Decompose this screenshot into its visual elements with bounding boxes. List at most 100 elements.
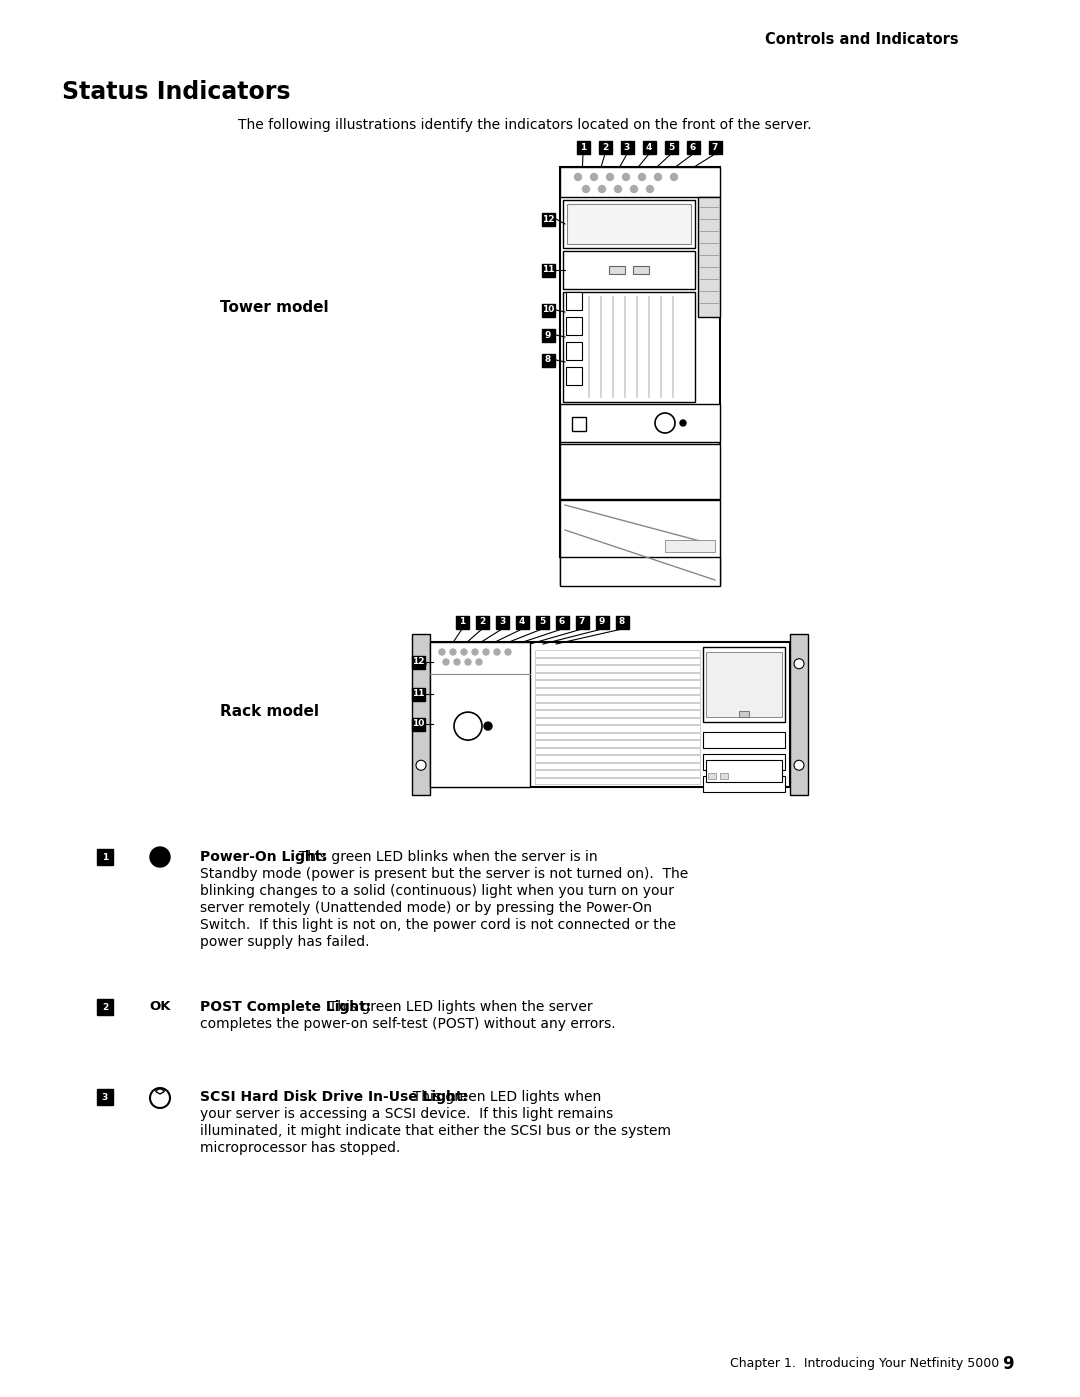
Bar bbox=[563, 200, 696, 249]
Circle shape bbox=[465, 659, 471, 665]
Text: 6: 6 bbox=[690, 142, 697, 151]
Text: illuminated, it might indicate that either the SCSI bus or the system: illuminated, it might indicate that eith… bbox=[200, 1125, 671, 1139]
Circle shape bbox=[654, 173, 661, 180]
Bar bbox=[541, 303, 554, 317]
Bar bbox=[566, 292, 582, 310]
Bar bbox=[708, 141, 721, 154]
Bar bbox=[541, 212, 554, 225]
Bar bbox=[535, 740, 700, 746]
Bar bbox=[561, 168, 720, 557]
Bar bbox=[541, 353, 554, 366]
Text: 8: 8 bbox=[545, 355, 551, 365]
Text: 10: 10 bbox=[411, 719, 424, 728]
Bar bbox=[566, 367, 582, 386]
Circle shape bbox=[794, 760, 804, 770]
Bar bbox=[430, 643, 789, 787]
Bar bbox=[555, 616, 568, 629]
Circle shape bbox=[472, 650, 478, 655]
Bar bbox=[475, 616, 488, 629]
Bar bbox=[535, 763, 700, 768]
Wedge shape bbox=[156, 1090, 164, 1094]
Text: Switch.  If this light is not on, the power cord is not connected or the: Switch. If this light is not on, the pow… bbox=[200, 918, 676, 932]
Bar bbox=[698, 197, 720, 317]
Bar bbox=[536, 616, 549, 629]
Bar bbox=[706, 652, 782, 717]
Text: This green LED lights when: This green LED lights when bbox=[404, 1090, 602, 1104]
Text: Chapter 1.  Introducing Your Netfinity 5000: Chapter 1. Introducing Your Netfinity 50… bbox=[730, 1358, 999, 1370]
Text: 8: 8 bbox=[619, 617, 625, 626]
Bar bbox=[535, 665, 700, 672]
Bar bbox=[535, 770, 700, 777]
Bar bbox=[563, 251, 696, 289]
Text: Tower model: Tower model bbox=[220, 299, 328, 314]
Text: This green LED blinks when the server is in: This green LED blinks when the server is… bbox=[291, 849, 597, 863]
Bar bbox=[430, 643, 530, 787]
Text: Controls and Indicators: Controls and Indicators bbox=[766, 32, 959, 46]
Bar bbox=[687, 141, 700, 154]
Circle shape bbox=[476, 659, 482, 665]
Circle shape bbox=[575, 173, 581, 180]
Text: Power-On Light:: Power-On Light: bbox=[200, 849, 327, 863]
Circle shape bbox=[461, 650, 467, 655]
Text: 10: 10 bbox=[542, 306, 554, 314]
Bar bbox=[563, 292, 696, 402]
Circle shape bbox=[484, 722, 492, 731]
Text: power supply has failed.: power supply has failed. bbox=[200, 935, 369, 949]
Circle shape bbox=[631, 186, 637, 193]
Text: Status Indicators: Status Indicators bbox=[62, 80, 291, 103]
Bar bbox=[535, 703, 700, 710]
Text: 6: 6 bbox=[558, 617, 565, 626]
Text: 5: 5 bbox=[539, 617, 545, 626]
Circle shape bbox=[794, 659, 804, 669]
Text: 12: 12 bbox=[542, 215, 554, 224]
Text: 1: 1 bbox=[459, 617, 465, 626]
Circle shape bbox=[582, 186, 590, 193]
Text: your server is accessing a SCSI device.  If this light remains: your server is accessing a SCSI device. … bbox=[200, 1106, 613, 1120]
Circle shape bbox=[591, 173, 597, 180]
Text: SCSI Hard Disk Drive In-Use Light:: SCSI Hard Disk Drive In-Use Light: bbox=[200, 1090, 468, 1104]
Bar bbox=[535, 687, 700, 694]
Bar bbox=[561, 444, 720, 499]
Bar bbox=[703, 732, 785, 747]
Text: The following illustrations identify the indicators located on the front of the : The following illustrations identify the… bbox=[238, 117, 812, 131]
Circle shape bbox=[150, 847, 170, 868]
Bar bbox=[703, 775, 785, 792]
Bar bbox=[561, 404, 720, 441]
Circle shape bbox=[454, 659, 460, 665]
Circle shape bbox=[494, 650, 500, 655]
Text: 11: 11 bbox=[411, 690, 424, 698]
Text: microprocessor has stopped.: microprocessor has stopped. bbox=[200, 1141, 401, 1155]
Text: 3: 3 bbox=[102, 1092, 108, 1101]
Bar bbox=[720, 773, 728, 780]
Circle shape bbox=[150, 1088, 170, 1108]
Bar bbox=[595, 616, 608, 629]
Bar bbox=[621, 141, 634, 154]
Bar bbox=[535, 754, 700, 761]
Text: Rack model: Rack model bbox=[220, 704, 319, 719]
Text: POST Complete Light:: POST Complete Light: bbox=[200, 1000, 372, 1014]
Bar bbox=[703, 754, 785, 770]
Bar bbox=[456, 616, 469, 629]
Text: 2: 2 bbox=[102, 1003, 108, 1011]
Circle shape bbox=[622, 173, 630, 180]
Bar bbox=[411, 655, 424, 669]
Bar bbox=[789, 634, 808, 795]
Bar bbox=[633, 265, 649, 274]
Text: 11: 11 bbox=[542, 265, 554, 274]
Bar bbox=[535, 725, 700, 732]
Text: blinking changes to a solid (continuous) light when you turn on your: blinking changes to a solid (continuous)… bbox=[200, 884, 674, 898]
Text: 7: 7 bbox=[712, 142, 718, 151]
Bar bbox=[535, 694, 700, 701]
Text: 4: 4 bbox=[646, 142, 652, 151]
Circle shape bbox=[454, 712, 482, 740]
Text: OK: OK bbox=[149, 1000, 171, 1013]
Bar bbox=[411, 718, 424, 731]
Circle shape bbox=[416, 760, 426, 770]
Text: server remotely (Unattended mode) or by pressing the Power-On: server remotely (Unattended mode) or by … bbox=[200, 901, 652, 915]
Bar bbox=[535, 672, 700, 679]
Bar bbox=[561, 557, 720, 585]
Text: 3: 3 bbox=[624, 142, 630, 151]
Text: 1: 1 bbox=[580, 142, 586, 151]
Bar bbox=[616, 616, 629, 629]
Text: 2: 2 bbox=[602, 142, 608, 151]
